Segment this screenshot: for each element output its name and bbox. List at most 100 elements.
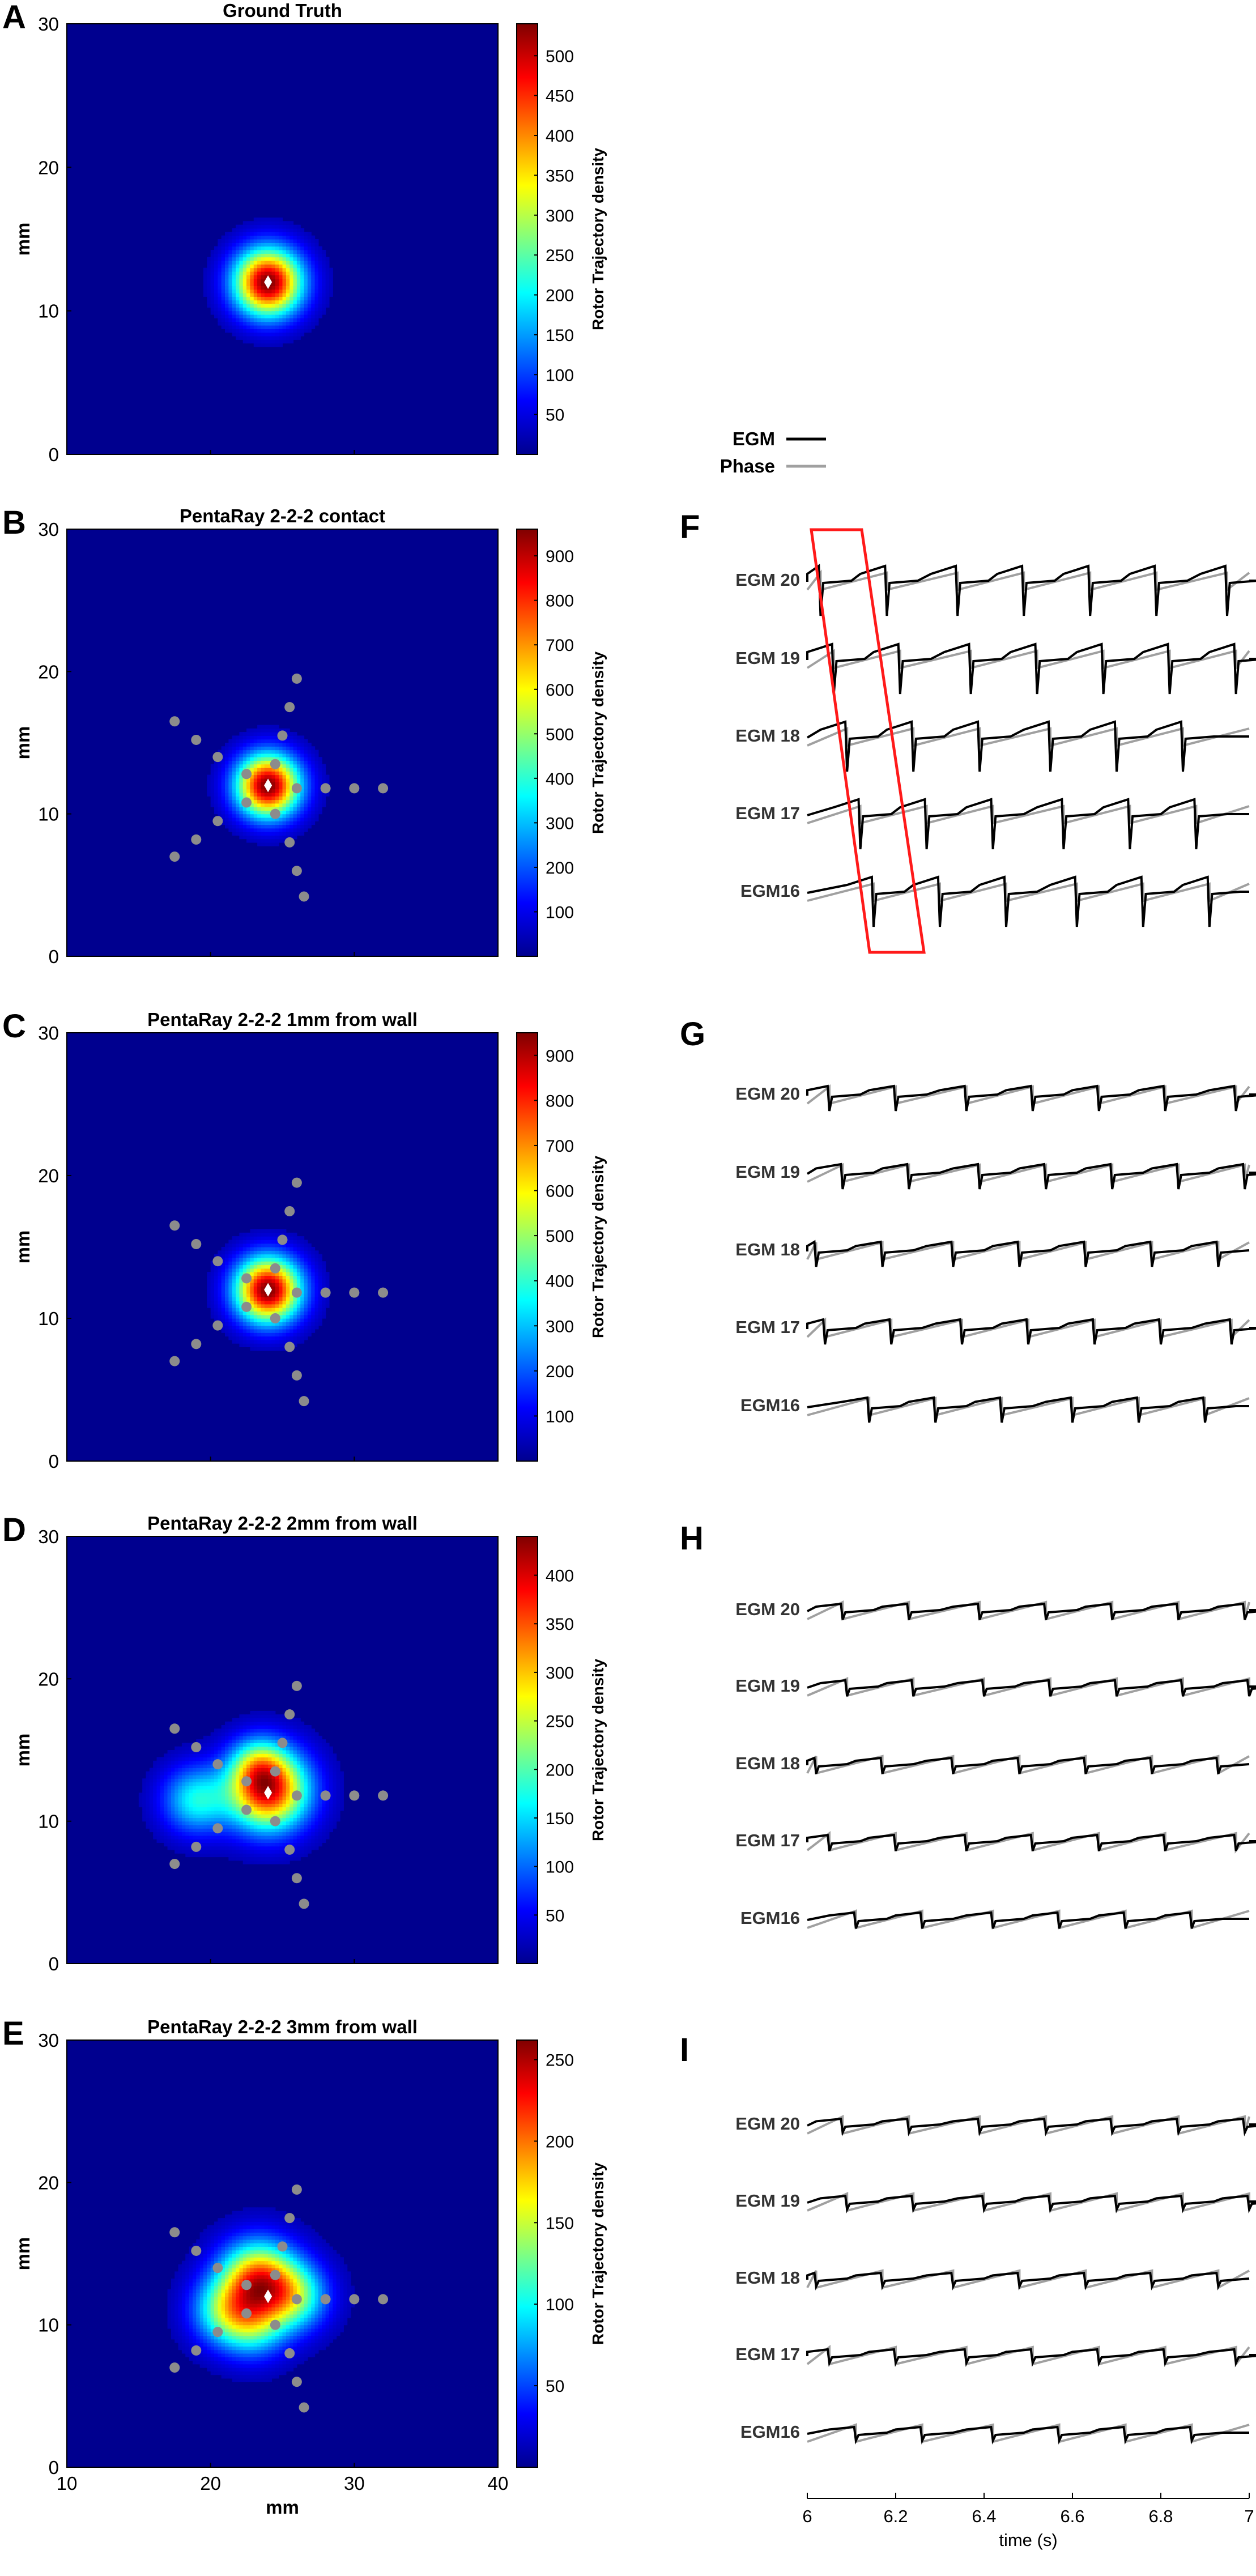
panel-letter: E	[2, 2015, 24, 2052]
density-cell	[228, 286, 232, 289]
density-cell	[265, 1836, 269, 1840]
density-cell	[254, 753, 258, 757]
density-cell	[218, 1842, 222, 1846]
density-cell	[254, 778, 258, 782]
density-cell	[228, 311, 232, 315]
density-cell	[289, 239, 293, 243]
density-cell	[275, 1807, 279, 1811]
density-cell	[261, 325, 265, 329]
density-cell	[250, 1318, 254, 1322]
density-cell	[150, 1828, 154, 1832]
density-cell	[293, 1839, 297, 1843]
density-cell	[315, 1326, 319, 1330]
density-cell	[207, 1297, 211, 1301]
density-cell	[268, 329, 272, 333]
density-cell	[182, 1846, 186, 1850]
density-cell	[275, 293, 279, 297]
density-cell	[225, 810, 229, 814]
density-cell	[289, 1329, 293, 1333]
density-cell	[300, 1736, 304, 1740]
density-cell	[232, 760, 236, 764]
density-cell	[239, 242, 243, 246]
density-cell	[279, 1764, 283, 1768]
density-cell	[279, 311, 283, 315]
density-cell	[297, 1340, 301, 1344]
density-cell	[250, 1332, 254, 1336]
density-cell	[243, 325, 247, 329]
density-cell	[268, 1297, 272, 1301]
density-cell	[340, 1792, 344, 1796]
density-cell	[178, 2328, 182, 2332]
density-cell	[168, 2318, 172, 2322]
density-cell	[168, 1792, 172, 1796]
density-cell	[293, 771, 297, 775]
density-cell	[239, 289, 243, 293]
density-cell	[214, 1846, 218, 1850]
density-cell	[236, 282, 240, 286]
density-cell	[265, 1747, 269, 1751]
density-cell	[304, 329, 308, 333]
density-cell	[289, 246, 293, 250]
density-cell	[211, 1800, 215, 1804]
density-cell	[293, 1258, 297, 1262]
density-cell	[300, 250, 304, 254]
density-cell	[228, 1301, 232, 1305]
density-cell	[268, 1326, 272, 1330]
density-cell	[297, 1825, 301, 1829]
density-cell	[271, 286, 275, 289]
density-cell	[304, 311, 308, 315]
density-cell	[250, 1283, 254, 1287]
density-cell	[315, 793, 319, 797]
density-cell	[261, 221, 265, 225]
density-cell	[308, 1772, 312, 1775]
density-cell	[297, 1747, 301, 1751]
density-cell	[157, 1768, 161, 1772]
density-cell	[275, 1728, 279, 1732]
density-cell	[286, 1247, 290, 1251]
density-cell	[286, 803, 290, 807]
density-cell	[222, 760, 225, 764]
density-cell	[246, 1340, 250, 1344]
density-cell	[297, 832, 301, 836]
density-cell	[250, 1747, 254, 1751]
density-cell	[261, 1711, 265, 1715]
density-cell	[261, 296, 265, 300]
density-cell	[232, 232, 236, 236]
density-cell	[265, 1857, 269, 1861]
density-cell	[182, 1836, 186, 1840]
density-cell	[308, 1290, 312, 1294]
density-cell	[222, 1800, 225, 1804]
density-cell	[283, 1336, 287, 1340]
density-cell	[311, 1293, 315, 1297]
density-cell	[254, 322, 258, 326]
density-cell	[218, 1839, 222, 1843]
density-cell	[268, 1308, 272, 1312]
density-cell	[271, 1796, 275, 1800]
density-cell	[236, 1725, 240, 1729]
density-cell	[311, 807, 315, 811]
density-cell	[271, 289, 275, 293]
density-cell	[232, 296, 236, 300]
density-cell	[279, 1272, 283, 1276]
density-cell	[232, 1318, 236, 1322]
density-cell	[246, 750, 250, 754]
density-cell	[239, 821, 243, 825]
density-cell	[318, 1308, 322, 1312]
density-cell	[315, 268, 319, 272]
density-cell	[265, 1743, 269, 1747]
density-cell	[304, 282, 308, 286]
density-cell	[283, 789, 287, 793]
density-cell	[200, 1778, 204, 1782]
density-cell	[164, 1757, 168, 1761]
density-cell	[329, 275, 333, 279]
density-cell	[300, 1768, 304, 1772]
density-cell	[246, 239, 250, 243]
density-cell	[246, 1761, 250, 1765]
density-cell	[268, 1311, 272, 1315]
density-cell	[311, 1261, 315, 1265]
density-cell	[193, 1778, 197, 1782]
density-cell	[236, 1279, 240, 1283]
density-cell	[171, 1782, 175, 1786]
density-cell	[232, 1244, 236, 1247]
density-cell	[218, 1268, 222, 1272]
